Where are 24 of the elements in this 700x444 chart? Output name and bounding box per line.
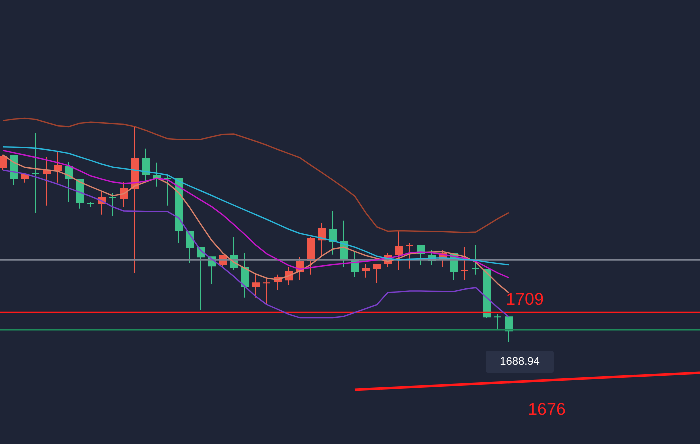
candlestick xyxy=(109,192,117,216)
candlestick xyxy=(329,210,337,256)
annotation: 1709 xyxy=(506,290,544,309)
candlestick xyxy=(252,272,260,298)
candlestick xyxy=(263,277,271,306)
candlestick xyxy=(241,252,249,298)
text: 1688.94 xyxy=(500,356,540,368)
text: 1676 xyxy=(528,400,566,419)
candlestick xyxy=(461,246,469,281)
candlestick xyxy=(164,174,172,206)
candlestick xyxy=(142,148,150,182)
candlestick xyxy=(186,231,194,264)
candlestick xyxy=(472,244,480,276)
candlestick xyxy=(32,132,40,214)
candlestick xyxy=(307,236,315,276)
candlestick xyxy=(43,156,51,206)
candlestick xyxy=(505,316,513,343)
candlestick xyxy=(54,151,62,184)
candlestick xyxy=(395,230,403,270)
candlestick xyxy=(406,242,414,270)
candlestick xyxy=(0,154,7,170)
candlestick xyxy=(373,264,381,284)
candlestick xyxy=(494,314,502,330)
candlestick xyxy=(362,263,370,278)
